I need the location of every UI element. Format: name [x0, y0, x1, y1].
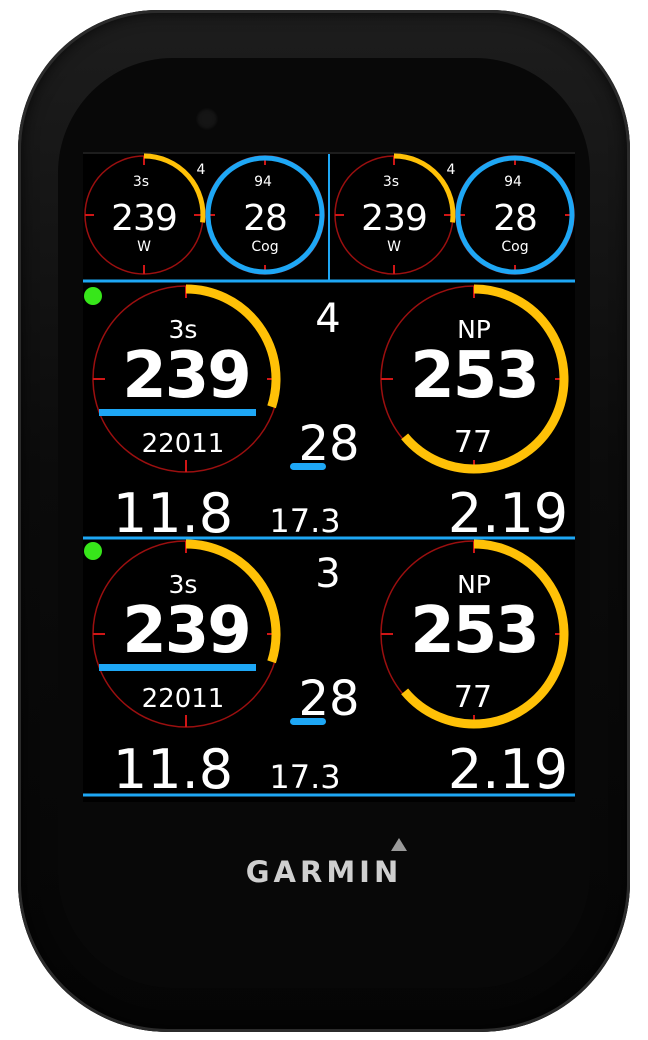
bottom-right-value: 2.19 — [448, 482, 568, 545]
np-label: NP — [457, 570, 491, 599]
bottom-left-value: 11.8 — [113, 482, 233, 545]
center-underline — [290, 463, 326, 470]
power-value: 239 — [111, 198, 177, 239]
np-value: 253 — [410, 339, 538, 413]
lap-marker: 4 — [197, 162, 206, 178]
cadence-value: 28 — [243, 198, 287, 239]
np-sub-value: 77 — [454, 680, 492, 715]
cadence-label: 94 — [504, 174, 522, 190]
np-value: 253 — [410, 594, 538, 668]
bottom-right-value: 2.19 — [448, 738, 568, 801]
cadence-level-arc — [205, 155, 325, 275]
left-power-gauge: 3s 239 22011 — [92, 539, 281, 728]
center-value: 28 — [298, 671, 359, 727]
power-value: 239 — [361, 198, 427, 239]
cadence-unit: Cog — [501, 239, 528, 255]
np-sub-value: 77 — [454, 425, 492, 460]
data-panel-2[interactable]: 3 3s 239 22011 28 — [84, 539, 569, 801]
lap-number: 4 — [315, 296, 340, 342]
top-right-power-gauge: 3s 4 239 W — [334, 153, 456, 275]
cadence-label: 94 — [254, 174, 272, 190]
work-value: 22011 — [142, 684, 225, 714]
power-average-label: 3s — [169, 315, 198, 344]
power-underline — [99, 409, 256, 416]
cadence-level-arc — [455, 155, 575, 275]
bottom-left-value: 11.8 — [113, 738, 233, 801]
data-panel-1[interactable]: 4 3s 239 22011 28 — [84, 284, 569, 545]
bottom-center-value: 17.3 — [269, 758, 340, 796]
power-level-arc — [185, 284, 281, 409]
np-level-arc — [401, 539, 569, 729]
brand-logo: GARMIN — [0, 855, 648, 889]
cadence-value: 28 — [493, 198, 537, 239]
power-average-label: 3s — [133, 174, 149, 190]
center-value: 28 — [298, 416, 359, 472]
device-screen: 3s 4 239 W 94 28 Cog — [83, 152, 575, 802]
status-dot — [84, 542, 102, 560]
power-unit: W — [137, 239, 151, 255]
garmin-logo-triangle-icon — [391, 838, 407, 851]
power-level-arc — [185, 539, 281, 664]
power-average-label: 3s — [169, 570, 198, 599]
work-value: 22011 — [142, 429, 225, 459]
power-level-arc — [393, 153, 456, 223]
right-np-gauge: NP 253 77 — [380, 539, 569, 729]
bottom-center-value: 17.3 — [269, 502, 340, 540]
top-left-power-gauge: 3s 4 239 W — [84, 153, 206, 275]
power-level-arc — [143, 153, 206, 223]
top-right-fields[interactable]: 3s 4 239 W 94 28 Cog — [334, 153, 575, 275]
top-left-cadence-gauge: 94 28 Cog — [205, 155, 325, 275]
power-average-label: 3s — [383, 174, 399, 190]
status-dot — [84, 287, 102, 305]
lap-marker: 4 — [447, 162, 456, 178]
right-np-gauge: NP 253 77 — [380, 284, 569, 474]
power-value: 239 — [122, 339, 250, 413]
lap-number: 3 — [315, 551, 340, 597]
power-value: 239 — [122, 594, 250, 668]
np-label: NP — [457, 315, 491, 344]
top-left-fields[interactable]: 3s 4 239 W 94 28 Cog — [84, 153, 325, 275]
power-underline — [99, 664, 256, 671]
power-unit: W — [387, 239, 401, 255]
ambient-light-sensor — [196, 108, 218, 130]
left-power-gauge: 3s 239 22011 — [92, 284, 281, 473]
center-underline — [290, 718, 326, 725]
top-right-cadence-gauge: 94 28 Cog — [455, 155, 575, 275]
cadence-unit: Cog — [251, 239, 278, 255]
np-level-arc — [401, 284, 569, 474]
brand-name: GARMIN — [245, 855, 403, 889]
